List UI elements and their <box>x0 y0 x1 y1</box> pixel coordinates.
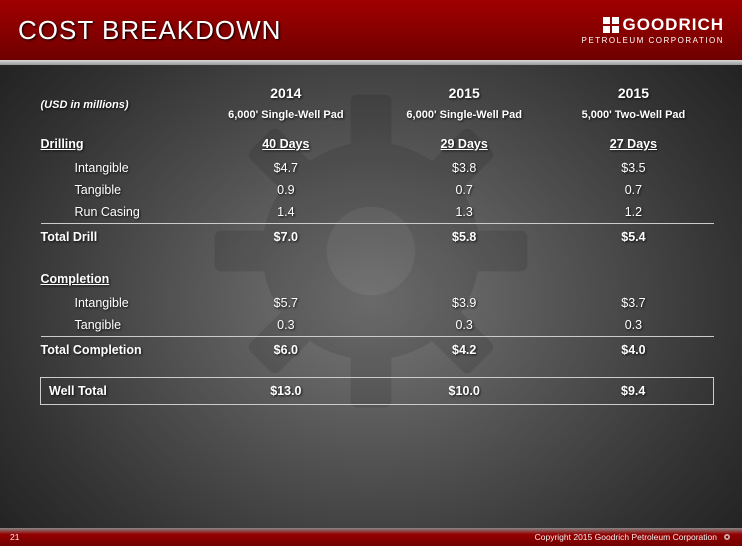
cell: $4.2 <box>375 337 553 364</box>
page-number: 21 <box>10 532 19 542</box>
total-completion-label: Total Completion <box>41 337 197 364</box>
cell: $6.0 <box>197 337 375 364</box>
col-sub-2: 5,000' Two-Well Pad <box>553 105 713 129</box>
table-row: Intangible $4.7 $3.8 $3.5 <box>41 157 714 179</box>
cell: $10.0 <box>375 377 553 404</box>
header: COST BREAKDOWN GOODRICH PETROLEUM CORPOR… <box>0 0 742 60</box>
cell: $5.4 <box>553 224 713 251</box>
cell: 1.4 <box>197 201 375 224</box>
cell: $3.5 <box>553 157 713 179</box>
cell: 0.7 <box>375 179 553 201</box>
logo-name: GOODRICH <box>623 15 725 35</box>
row-label: Tangible <box>41 314 197 337</box>
spacer <box>41 363 714 377</box>
col-year-0: 2014 <box>197 81 375 105</box>
drilling-label: Drilling <box>41 129 197 157</box>
row-label: Tangible <box>41 179 197 201</box>
cell: $5.7 <box>197 292 375 314</box>
col-sub-0: 6,000' Single-Well Pad <box>197 105 375 129</box>
col-sub-1: 6,000' Single-Well Pad <box>375 105 553 129</box>
days-0: 40 Days <box>197 129 375 157</box>
content: (USD in millions) 2014 2015 2015 6,000' … <box>0 65 742 528</box>
completion-header: Completion <box>41 264 714 292</box>
table-row: Intangible $5.7 $3.9 $3.7 <box>41 292 714 314</box>
col-year-1: 2015 <box>375 81 553 105</box>
cell: 0.7 <box>553 179 713 201</box>
company-logo: GOODRICH PETROLEUM CORPORATION <box>582 15 724 45</box>
units-label: (USD in millions) <box>41 81 197 129</box>
cell: $3.8 <box>375 157 553 179</box>
cell: $4.7 <box>197 157 375 179</box>
table-row: Tangible 0.9 0.7 0.7 <box>41 179 714 201</box>
slide: COST BREAKDOWN GOODRICH PETROLEUM CORPOR… <box>0 0 742 546</box>
cost-table: (USD in millions) 2014 2015 2015 6,000' … <box>40 81 714 405</box>
cell: 0.3 <box>375 314 553 337</box>
logo-subtitle: PETROLEUM CORPORATION <box>582 36 724 45</box>
days-2: 27 Days <box>553 129 713 157</box>
cell: 0.9 <box>197 179 375 201</box>
well-total-row: Well Total $13.0 $10.0 $9.4 <box>41 377 714 404</box>
days-1: 29 Days <box>375 129 553 157</box>
cell: 0.3 <box>553 314 713 337</box>
cell: 0.3 <box>197 314 375 337</box>
cell: $9.4 <box>553 377 713 404</box>
row-label: Intangible <box>41 157 197 179</box>
cell: $4.0 <box>553 337 713 364</box>
cell: 1.3 <box>375 201 553 224</box>
gear-icon <box>722 532 732 542</box>
cell: $13.0 <box>197 377 375 404</box>
drilling-header: Drilling 40 Days 29 Days 27 Days <box>41 129 714 157</box>
total-completion-row: Total Completion $6.0 $4.2 $4.0 <box>41 337 714 364</box>
total-drill-label: Total Drill <box>41 224 197 251</box>
completion-label: Completion <box>41 264 197 292</box>
row-label: Run Casing <box>41 201 197 224</box>
col-year-2: 2015 <box>553 81 713 105</box>
row-label: Intangible <box>41 292 197 314</box>
cell: $5.8 <box>375 224 553 251</box>
header-row-year: (USD in millions) 2014 2015 2015 <box>41 81 714 105</box>
spacer <box>41 250 714 264</box>
total-drill-row: Total Drill $7.0 $5.8 $5.4 <box>41 224 714 251</box>
table-row: Tangible 0.3 0.3 0.3 <box>41 314 714 337</box>
cell: $3.9 <box>375 292 553 314</box>
copyright-text: Copyright 2015 Goodrich Petroleum Corpor… <box>535 532 717 542</box>
cell: $7.0 <box>197 224 375 251</box>
cell: 1.2 <box>553 201 713 224</box>
slide-title: COST BREAKDOWN <box>18 15 281 46</box>
cell: $3.7 <box>553 292 713 314</box>
logo-icon <box>603 17 619 33</box>
table-row: Run Casing 1.4 1.3 1.2 <box>41 201 714 224</box>
footer: 21 Copyright 2015 Goodrich Petroleum Cor… <box>0 528 742 546</box>
well-total-label: Well Total <box>41 377 197 404</box>
